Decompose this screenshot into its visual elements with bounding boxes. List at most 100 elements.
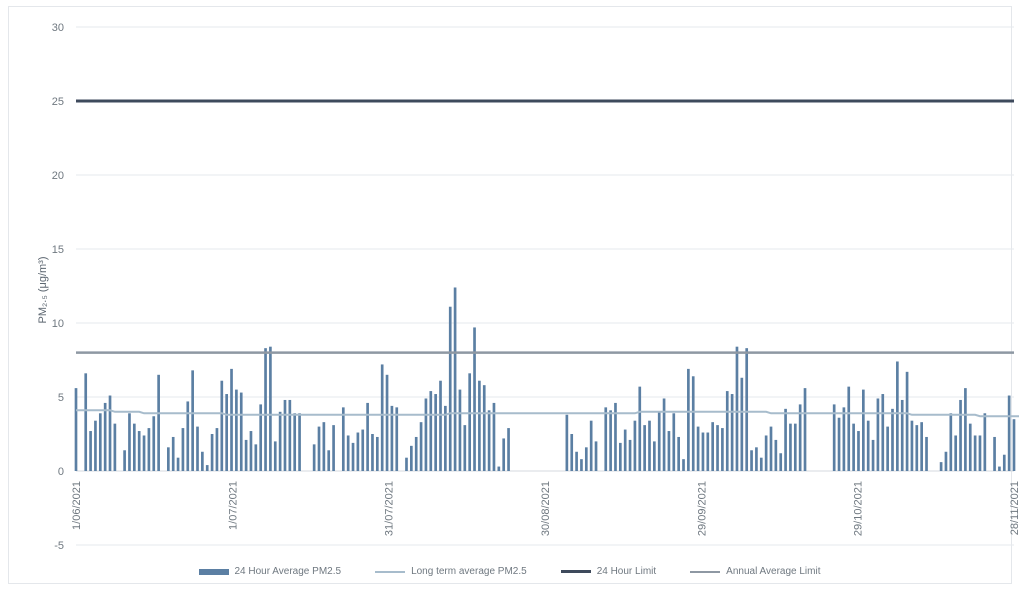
bar [706, 432, 710, 471]
bar [648, 420, 651, 471]
bar [891, 408, 894, 471]
bar [463, 425, 467, 471]
bar [439, 380, 442, 471]
x-tick-label: 28/11/2021 [1009, 481, 1019, 535]
bar [74, 388, 78, 471]
bar [196, 426, 199, 471]
bar [157, 374, 160, 471]
bar [264, 348, 267, 471]
bar [920, 422, 923, 471]
y-tick-label: 25 [52, 96, 64, 108]
bar [429, 391, 433, 471]
bar [235, 389, 238, 471]
bar [375, 436, 379, 471]
bar [468, 373, 472, 471]
long-term-average-line [76, 409, 1019, 418]
y-tick-label: 5 [58, 392, 64, 404]
x-tick-label: 29/10/2021 [853, 481, 865, 536]
y-tick-label: 10 [52, 318, 64, 330]
bar [205, 465, 209, 471]
bar [366, 402, 369, 471]
bar [239, 392, 243, 471]
bar [968, 423, 972, 471]
bar [473, 327, 476, 471]
legend-label: 24 Hour Limit [596, 566, 657, 577]
legend-label: Annual Average Limit [726, 566, 821, 577]
x-tick-label: 1/07/2021 [227, 481, 239, 530]
bar [113, 423, 117, 471]
legend-label: 24 Hour Average PM2.5 [234, 566, 342, 577]
bar [458, 389, 462, 471]
bar [147, 428, 151, 471]
bar [774, 439, 778, 471]
bar [580, 459, 583, 471]
bar [298, 413, 301, 471]
bar [288, 399, 292, 471]
bar [269, 346, 272, 471]
bar [108, 395, 112, 471]
bar [657, 411, 661, 471]
y-tick-label: 15 [52, 244, 64, 256]
bar [448, 306, 452, 471]
bar [740, 377, 744, 471]
bar [609, 410, 612, 471]
bar [784, 408, 787, 471]
bar [332, 425, 335, 471]
bar [171, 436, 175, 471]
bar [886, 426, 889, 471]
bar [643, 425, 646, 471]
bar [993, 436, 996, 471]
bar [565, 414, 569, 471]
bar [492, 402, 496, 471]
bar [910, 420, 914, 471]
bar [405, 457, 408, 471]
bar [1012, 419, 1016, 471]
bar [638, 386, 642, 471]
x-tick-label: 31/07/2021 [384, 481, 396, 536]
bar [570, 434, 574, 471]
bar [628, 439, 632, 471]
bar [964, 388, 967, 471]
bar [653, 441, 656, 471]
bar [434, 394, 437, 471]
legend-label: Long term average PM2.5 [411, 566, 527, 577]
bar [444, 405, 447, 471]
bar [735, 346, 739, 471]
legend-swatch-line [560, 570, 591, 573]
bar [837, 417, 841, 471]
bar [278, 411, 282, 471]
bar [167, 447, 170, 471]
bar [672, 413, 676, 471]
bar [317, 426, 321, 471]
bar [502, 438, 506, 471]
x-axis-tick-labels: 1/06/2021 1/07/2021 31/07/2021 30/08/2021 29… [71, 481, 1019, 536]
bar [1007, 395, 1011, 471]
bar [667, 431, 671, 471]
bar [745, 348, 749, 471]
bar [132, 423, 136, 471]
bar [273, 441, 277, 471]
bar [410, 445, 413, 471]
bar [98, 413, 102, 471]
bar [589, 420, 593, 471]
bar [103, 402, 107, 471]
bar [764, 435, 768, 471]
bar [862, 389, 865, 471]
bar [798, 404, 802, 471]
bar [983, 413, 987, 471]
legend-item-long-term-average: Long term average PM2.5 [375, 566, 527, 577]
bar [259, 404, 263, 471]
bar [847, 386, 851, 471]
bar [793, 423, 797, 471]
bar [487, 410, 491, 471]
bar [691, 376, 695, 471]
bar [385, 374, 389, 471]
bar [750, 450, 753, 471]
bar [244, 439, 248, 471]
bar [866, 420, 870, 471]
bar [959, 399, 962, 471]
bar [220, 380, 224, 471]
bar [351, 442, 355, 471]
bar [482, 385, 486, 471]
bar [711, 422, 715, 471]
